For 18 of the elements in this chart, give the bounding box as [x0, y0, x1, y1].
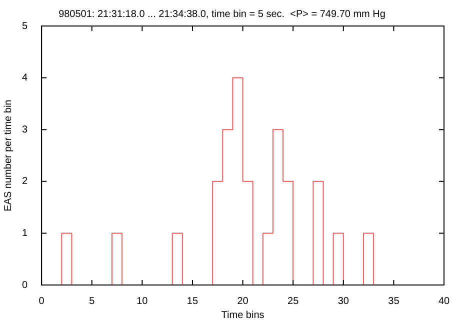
y-tick-label: 0 [22, 280, 28, 291]
y-axis-title: EAS number per time bin [2, 100, 14, 212]
x-axis-title: Time bins [221, 310, 264, 321]
x-tick-label: 25 [288, 296, 300, 307]
x-tick-label: 40 [438, 296, 450, 307]
y-tick-label: 5 [22, 20, 28, 32]
x-tick-label: 0 [38, 296, 45, 307]
chart-title: 980501: 21:31:18.0 ... 21:34:38.0, time bin = 5 sec. <P> = 749.70 mm Hg [58, 8, 386, 20]
y-tick-label: 1 [22, 228, 28, 239]
y-tick-label: 4 [22, 72, 28, 84]
x-tick-label: 10 [136, 296, 148, 307]
x-tick-label: 20 [237, 296, 249, 307]
y-tick-label: 2 [22, 176, 28, 188]
x-tick-label: 30 [338, 296, 350, 307]
x-tick-label: 15 [186, 296, 198, 307]
x-tick-label: 5 [89, 296, 96, 307]
y-tick-label: 3 [22, 124, 28, 136]
x-tick-label: 35 [388, 296, 400, 307]
